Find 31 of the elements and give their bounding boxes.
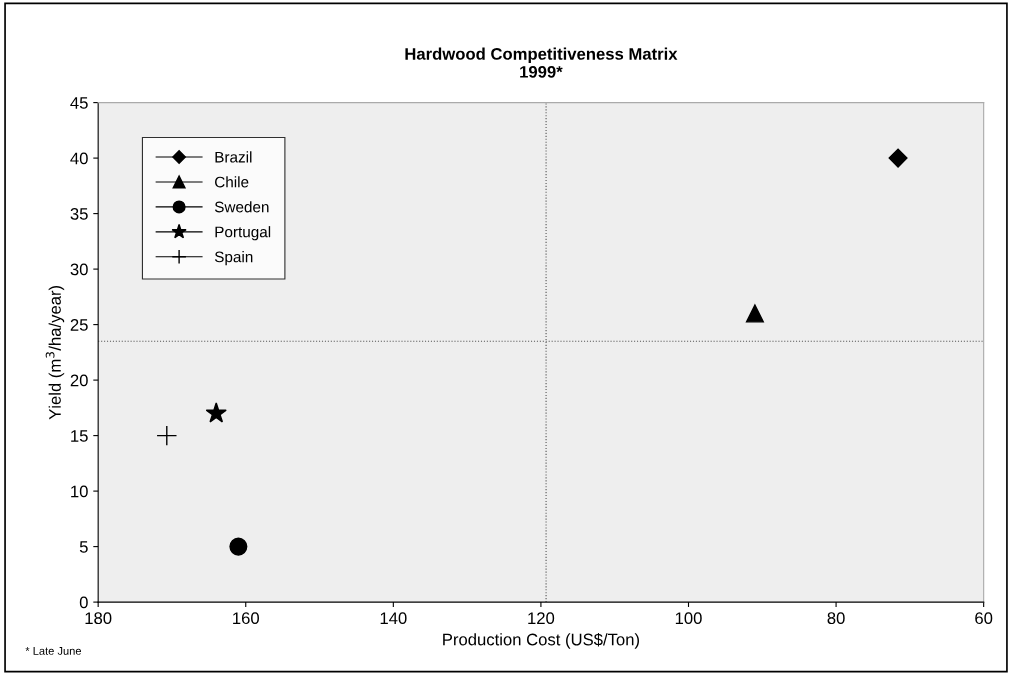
y-tick-label: 35 xyxy=(70,208,88,220)
y-tick-label: 15 xyxy=(71,430,88,442)
y-tick-label: 10 xyxy=(71,485,88,498)
y-tick-label: 20 xyxy=(70,374,88,387)
x-tick-label: 180 xyxy=(85,612,112,625)
legend-label: Portugal xyxy=(215,226,271,241)
x-axis-title: Production Cost (US$/Ton) xyxy=(443,632,639,649)
point xyxy=(229,537,248,556)
y-tick-label: 40 xyxy=(70,152,88,165)
y-axis-title: Yield (m$^{3}$/ha/year) xyxy=(45,285,65,420)
legend-label: Chile xyxy=(215,176,249,188)
legend-label: Brazil xyxy=(215,151,252,163)
point xyxy=(888,148,908,168)
y-tick-label: 45 xyxy=(70,97,88,109)
text: * Late June xyxy=(25,647,82,655)
point xyxy=(156,425,178,447)
x-tick-label: 80 xyxy=(827,612,845,625)
legend-label: Sweden xyxy=(214,201,269,213)
y-tick-label: 0 xyxy=(79,596,88,609)
point xyxy=(205,402,227,423)
y-tick-label: 5 xyxy=(79,541,88,553)
x-tick-label: 100 xyxy=(675,612,702,625)
y-tick-label: 30 xyxy=(70,263,88,276)
y-tick-label: 25 xyxy=(70,319,88,331)
x-tick-label: 60 xyxy=(975,612,993,625)
x-tick-label: 120 xyxy=(528,612,555,625)
chart-title: Hardwood Competitiveness Matrix 1999* xyxy=(405,47,678,78)
point xyxy=(745,304,764,323)
legend-label: Spain xyxy=(214,251,253,266)
x-tick-label: 140 xyxy=(380,612,407,625)
x-tick-label: 160 xyxy=(233,612,259,625)
